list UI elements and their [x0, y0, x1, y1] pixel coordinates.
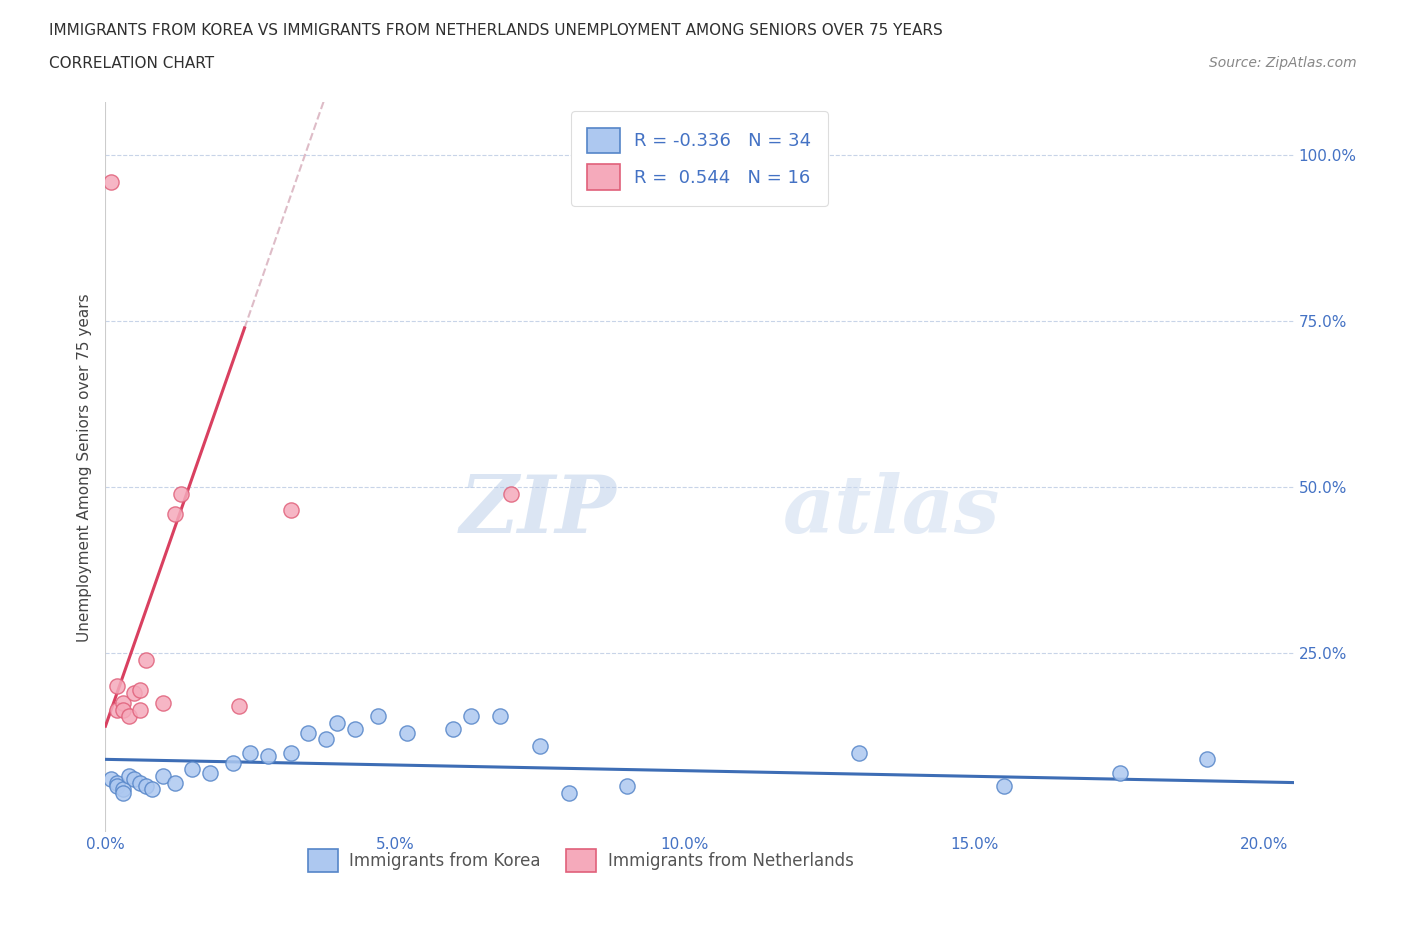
Point	[529, 738, 551, 753]
Point	[111, 782, 134, 797]
Point	[135, 652, 157, 667]
Point	[616, 778, 638, 793]
Point	[129, 683, 152, 698]
Point	[256, 749, 278, 764]
Point	[152, 696, 174, 711]
Point	[105, 702, 128, 717]
Point	[993, 778, 1015, 793]
Point	[163, 775, 186, 790]
Text: ZIP: ZIP	[460, 472, 616, 550]
Point	[129, 775, 152, 790]
Point	[105, 775, 128, 790]
Point	[848, 745, 870, 760]
Point	[280, 503, 302, 518]
Point	[239, 745, 262, 760]
Point	[222, 755, 245, 770]
Point	[501, 486, 523, 501]
Point	[395, 725, 418, 740]
Text: Source: ZipAtlas.com: Source: ZipAtlas.com	[1209, 56, 1357, 70]
Point	[105, 778, 128, 793]
Text: atlas: atlas	[783, 472, 1000, 550]
Point	[558, 785, 581, 800]
Point	[111, 702, 134, 717]
Y-axis label: Unemployment Among Seniors over 75 years: Unemployment Among Seniors over 75 years	[76, 293, 91, 642]
Point	[117, 768, 139, 783]
Point	[100, 175, 122, 190]
Point	[124, 685, 146, 700]
Point	[1195, 751, 1218, 766]
Point	[170, 486, 193, 501]
Point	[460, 709, 482, 724]
Point	[198, 765, 221, 780]
Point	[367, 709, 389, 724]
Point	[117, 709, 139, 724]
Point	[315, 732, 337, 747]
Point	[228, 698, 250, 713]
Point	[343, 722, 366, 737]
Point	[441, 722, 464, 737]
Text: IMMIGRANTS FROM KOREA VS IMMIGRANTS FROM NETHERLANDS UNEMPLOYMENT AMONG SENIORS : IMMIGRANTS FROM KOREA VS IMMIGRANTS FROM…	[49, 23, 943, 38]
Point	[181, 762, 204, 777]
Point	[111, 785, 134, 800]
Point	[135, 778, 157, 793]
Point	[100, 772, 122, 787]
Point	[280, 745, 302, 760]
Point	[326, 715, 349, 730]
Point	[297, 725, 319, 740]
Point	[1108, 765, 1130, 780]
Point	[124, 772, 146, 787]
Point	[129, 702, 152, 717]
Legend: Immigrants from Korea, Immigrants from Netherlands: Immigrants from Korea, Immigrants from N…	[301, 842, 860, 879]
Point	[111, 696, 134, 711]
Text: CORRELATION CHART: CORRELATION CHART	[49, 56, 214, 71]
Point	[152, 768, 174, 783]
Point	[105, 679, 128, 694]
Point	[163, 506, 186, 521]
Point	[141, 782, 163, 797]
Point	[488, 709, 510, 724]
